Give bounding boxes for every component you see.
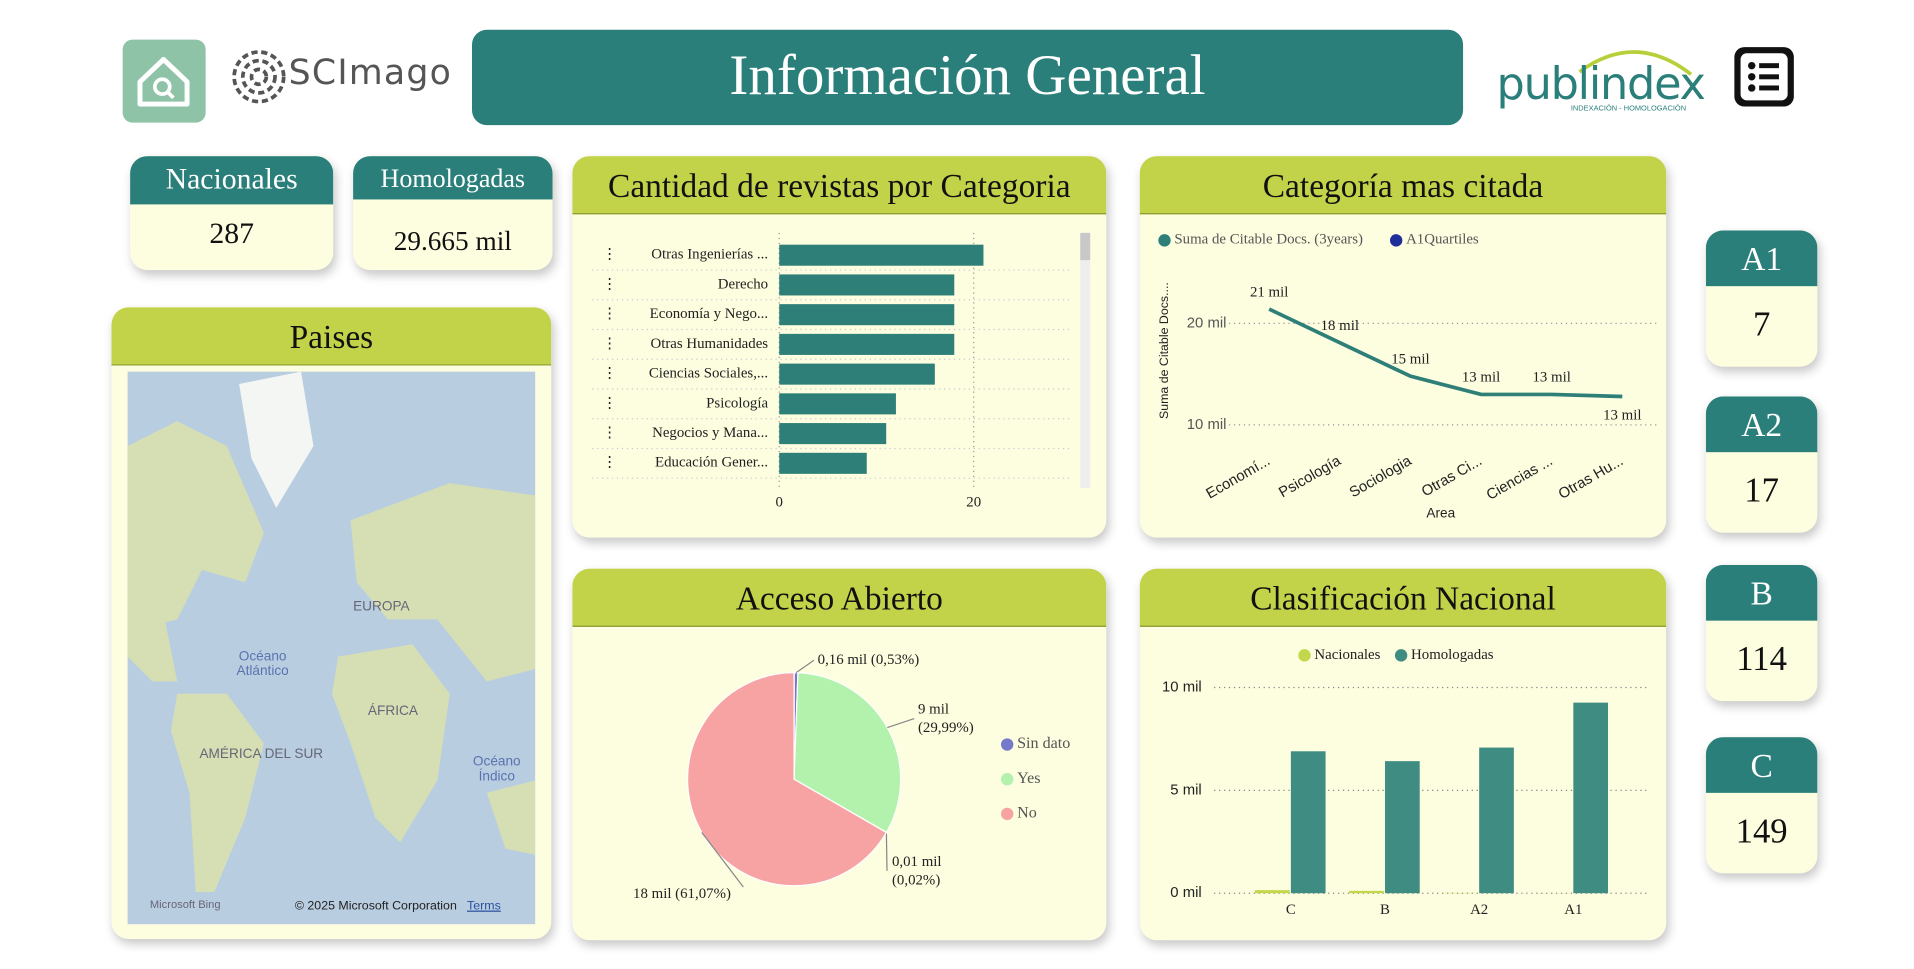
- map-land: [127, 371, 536, 892]
- menu-icon: [1740, 53, 1788, 101]
- kpi-value: 29.665 mil: [393, 225, 512, 257]
- scimago-mark: [232, 50, 286, 104]
- map-panel: Paises EUROPA Océano Atlántico ÁFRICA AM…: [111, 307, 552, 940]
- map-label: Océano Atlántico: [236, 649, 289, 679]
- map-attribution: Microsoft Bing: [149, 898, 221, 911]
- chart-title: Acceso Abierto: [572, 568, 1107, 627]
- kpi-card: Homologadas 29.665 mil: [353, 156, 553, 271]
- header-title: Información General: [471, 29, 1464, 126]
- data-label: 0,16 mil (0,53%): [817, 650, 920, 668]
- map-label: ÁFRICA: [367, 703, 418, 719]
- map[interactable]: EUROPA Océano Atlántico ÁFRICA AMÉRICA D…: [127, 371, 536, 925]
- category-label: A2: [1705, 396, 1818, 453]
- kpi-card: Nacionales 287: [130, 156, 334, 271]
- chart-panel: Cantidad de revistas por Categoria: [572, 156, 1107, 538]
- category-value: 17: [1744, 471, 1779, 511]
- kpi-label: Nacionales: [130, 156, 334, 205]
- chart-title: Clasificación Nacional: [1139, 568, 1667, 627]
- publindex-swoosh: [1578, 50, 1693, 76]
- publindex-tagline: INDEXACIÓN - HOMOLOGACIÓN: [1570, 105, 1687, 113]
- chart-title: Categoría mas citada: [1139, 156, 1667, 215]
- category-label: C: [1705, 737, 1818, 793]
- map-title: Paises: [111, 307, 552, 366]
- home-icon: [137, 56, 190, 107]
- category-card: B 114: [1705, 564, 1818, 702]
- category-value: 114: [1736, 640, 1788, 679]
- chart-panel: Categoría mas citada: [1139, 156, 1667, 538]
- menu-button[interactable]: [1734, 47, 1794, 107]
- category-card: A1 7: [1705, 230, 1818, 367]
- category-label: A1: [1705, 230, 1818, 287]
- kpi-label: Homologadas: [353, 156, 553, 200]
- map-label: EUROPA: [353, 599, 410, 615]
- map-label: AMÉRICA DEL SUR: [199, 747, 324, 762]
- home-button[interactable]: [122, 39, 206, 123]
- chart-title: Cantidad de revistas por Categoria: [572, 156, 1107, 215]
- category-card: C 149: [1705, 737, 1818, 874]
- data-label: 18 mil (61,07%): [633, 884, 731, 902]
- chart-panel: Clasificación Nacional: [1139, 568, 1667, 941]
- scimago-brand: SCImago: [288, 52, 453, 93]
- category-value: 149: [1735, 812, 1788, 852]
- category-card: A2 17: [1705, 396, 1818, 533]
- kpi-value: 287: [209, 218, 254, 251]
- category-label: B: [1705, 564, 1818, 621]
- publindex-brand: publindex: [1496, 59, 1706, 111]
- map-copyright: © 2025 Microsoft Corporation: [294, 899, 457, 914]
- map-label: Océano Índico: [472, 754, 521, 785]
- data-label: 0,01 mil (0,02%): [891, 852, 942, 889]
- data-label: 9 mil (29,99%): [917, 699, 974, 736]
- category-value: 7: [1752, 305, 1771, 345]
- map-terms[interactable]: Terms: [467, 899, 501, 914]
